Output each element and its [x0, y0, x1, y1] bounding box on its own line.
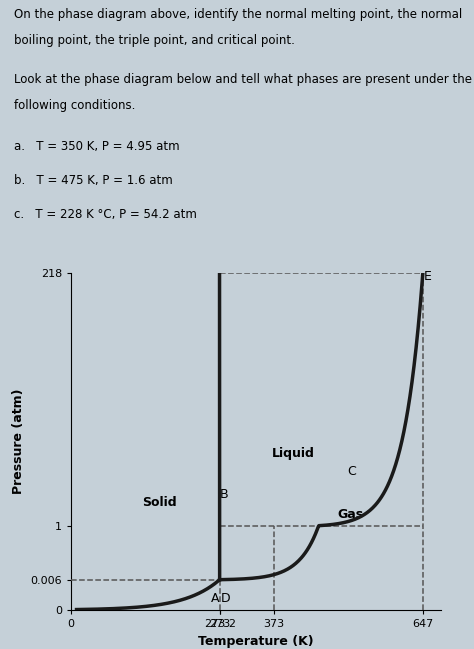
Text: boiling point, the triple point, and critical point.: boiling point, the triple point, and cri… — [14, 34, 295, 47]
Text: Liquid: Liquid — [272, 447, 315, 460]
Text: following conditions.: following conditions. — [14, 99, 136, 112]
Text: c.   T = 228 K °C, P = 54.2 atm: c. T = 228 K °C, P = 54.2 atm — [14, 208, 197, 221]
Text: On the phase diagram above, identify the normal melting point, the normal: On the phase diagram above, identify the… — [14, 8, 463, 21]
X-axis label: Temperature (K): Temperature (K) — [198, 635, 314, 648]
Text: C: C — [347, 465, 356, 478]
Text: a.   T = 350 K, P = 4.95 atm: a. T = 350 K, P = 4.95 atm — [14, 140, 180, 153]
Text: E: E — [424, 269, 432, 282]
Text: D: D — [220, 592, 230, 605]
Text: Look at the phase diagram below and tell what phases are present under the: Look at the phase diagram below and tell… — [14, 73, 472, 86]
Text: Solid: Solid — [142, 496, 176, 509]
Text: B: B — [220, 488, 228, 501]
Text: b.   T = 475 K, P = 1.6 atm: b. T = 475 K, P = 1.6 atm — [14, 174, 173, 187]
Y-axis label: Pressure (atm): Pressure (atm) — [12, 389, 25, 494]
Text: Gas: Gas — [337, 508, 364, 520]
Text: A: A — [211, 592, 219, 605]
